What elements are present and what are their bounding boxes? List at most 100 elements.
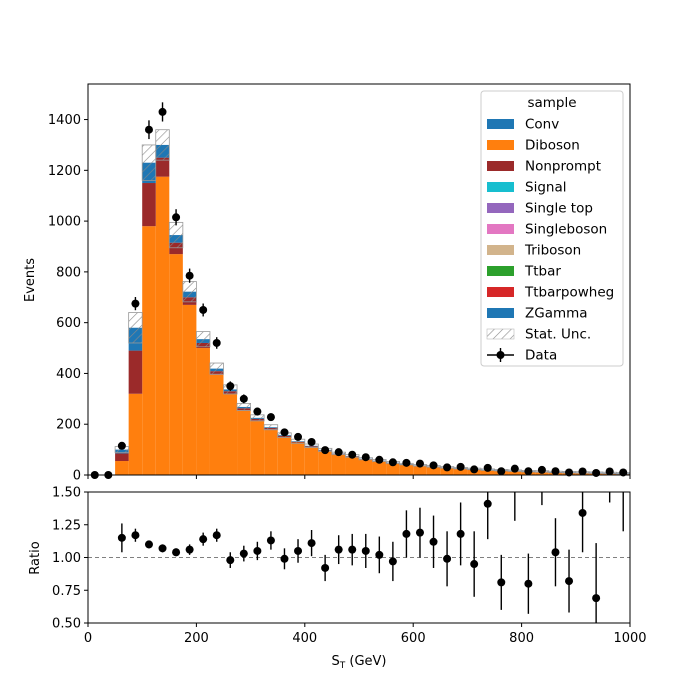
bar-diboson-15 xyxy=(318,450,332,475)
data-point-34 xyxy=(551,467,560,476)
bar-diboson-13 xyxy=(291,442,305,475)
legend-item-ttbarpowheg: Ttbarpowheg xyxy=(487,285,614,301)
main-y-tick-label-5: 1000 xyxy=(48,215,81,230)
legend-swatch-6 xyxy=(487,245,514,255)
legend: sample Conv Diboson Nonprompt Signal Single … xyxy=(480,90,624,367)
legend-label-9: ZGamma xyxy=(525,306,588,322)
bar-diboson-5 xyxy=(182,304,197,475)
main-y-axis-label: Events xyxy=(23,258,38,302)
data-point-20 xyxy=(361,453,370,462)
bar-diboson-29 xyxy=(508,471,522,475)
bar-diboson-2 xyxy=(142,226,156,475)
ratio-x-tick-label-0: 0 xyxy=(84,631,92,646)
main-y-tick-label-4: 800 xyxy=(56,265,81,280)
ratio-x-tick-label-3: 600 xyxy=(401,631,426,646)
legend-label-1: Diboson xyxy=(525,138,580,154)
data-point-9 xyxy=(212,338,221,347)
main-y-tick-label-2: 400 xyxy=(56,367,81,382)
data-point-38 xyxy=(605,467,614,476)
legend-item-signal: Signal xyxy=(487,180,566,196)
ratio-point-7 xyxy=(212,531,221,540)
bar-nonprompt-0 xyxy=(115,453,129,462)
bar-diboson-0 xyxy=(115,461,129,475)
bar-diboson-4 xyxy=(169,254,183,475)
ratio-point-26 xyxy=(470,560,479,569)
ratio-y-tick-label-0: 0.50 xyxy=(52,617,81,632)
ratio-point-12 xyxy=(280,554,289,563)
data-point-15 xyxy=(294,432,303,441)
ratio-point-19 xyxy=(375,550,384,559)
bar-diboson-10 xyxy=(250,420,265,475)
legend-item-stat-unc-: Stat. Unc. xyxy=(486,327,591,343)
bar-diboson-24 xyxy=(440,467,454,475)
ratio-y-tick-label-1: 0.75 xyxy=(52,584,81,599)
ratio-point-0 xyxy=(117,533,126,542)
data-point-30 xyxy=(497,467,506,476)
ratio-point-10 xyxy=(253,546,262,555)
legend-item-triboson: Triboson xyxy=(487,243,581,259)
bar-diboson-6 xyxy=(196,348,210,475)
legend-label-3: Signal xyxy=(525,180,566,196)
ratio-point-5 xyxy=(185,545,194,554)
legend-item-singleboson: Singleboson xyxy=(487,222,607,238)
data-point-39 xyxy=(619,468,628,477)
ratio-point-28 xyxy=(497,578,506,587)
ratio-point-30 xyxy=(551,548,560,557)
ratio-point-29 xyxy=(524,579,533,588)
bar-diboson-9 xyxy=(237,410,251,475)
ratio-point-9 xyxy=(239,549,248,558)
ratio-point-18 xyxy=(361,546,370,555)
legend-label-11: Data xyxy=(525,348,557,364)
ratio-point-23 xyxy=(429,537,438,546)
ratio-plot-area xyxy=(88,492,630,623)
ratio-point-17 xyxy=(348,545,357,554)
legend-label-8: Ttbarpowheg xyxy=(524,285,614,301)
data-point-17 xyxy=(321,446,330,455)
data-point-21 xyxy=(375,455,384,464)
legend-label-6: Triboson xyxy=(524,243,581,259)
data-point-32 xyxy=(524,467,533,476)
legend-label-5: Singleboson xyxy=(525,222,607,238)
main-y-tick-label-1: 200 xyxy=(56,418,81,433)
data-point-22 xyxy=(388,458,397,467)
x-axis-label: ST (GeV) xyxy=(331,654,386,671)
ratio-point-31 xyxy=(565,577,574,586)
data-point-14 xyxy=(280,428,289,437)
bar-diboson-14 xyxy=(304,447,319,475)
legend-item-data: Data xyxy=(487,348,557,364)
legend-swatch-10 xyxy=(486,328,515,340)
legend-swatch-2 xyxy=(487,161,514,171)
stat-unc-band-1 xyxy=(128,312,143,344)
data-point-18 xyxy=(334,448,343,457)
legend-swatch-3 xyxy=(487,182,514,192)
data-point-27 xyxy=(456,462,465,471)
data-point-23 xyxy=(402,458,411,467)
legend-swatch-7 xyxy=(487,266,514,276)
legend-swatch-5 xyxy=(487,224,514,234)
legend-title: sample xyxy=(527,95,576,111)
data-point-2 xyxy=(117,441,126,450)
ratio-x-tick-label-5: 1000 xyxy=(613,631,646,646)
legend-label-7: Ttbar xyxy=(524,264,561,280)
data-point-19 xyxy=(348,450,357,459)
main-y-tick-label-3: 600 xyxy=(56,316,81,331)
stat-unc-band-9 xyxy=(236,403,252,411)
data-point-13 xyxy=(266,413,275,422)
data-point-16 xyxy=(307,437,316,446)
data-point-5 xyxy=(158,107,167,116)
data-point-11 xyxy=(239,394,248,403)
ratio-point-15 xyxy=(321,563,330,572)
bar-diboson-11 xyxy=(264,429,278,475)
data-point-24 xyxy=(415,459,424,468)
ratio-x-ticks: 0 200 400 600 800 1000 xyxy=(84,623,647,646)
bar-diboson-21 xyxy=(399,464,414,475)
legend-data-marker xyxy=(496,351,505,359)
data-point-37 xyxy=(592,468,601,477)
ratio-x-tick-label-1: 200 xyxy=(184,631,209,646)
ratio-point-21 xyxy=(402,529,411,538)
legend-item-ttbar: Ttbar xyxy=(487,264,561,280)
ratio-point-4 xyxy=(172,548,181,557)
stat-unc-band-2 xyxy=(141,144,157,181)
ratio-point-27 xyxy=(483,499,492,508)
